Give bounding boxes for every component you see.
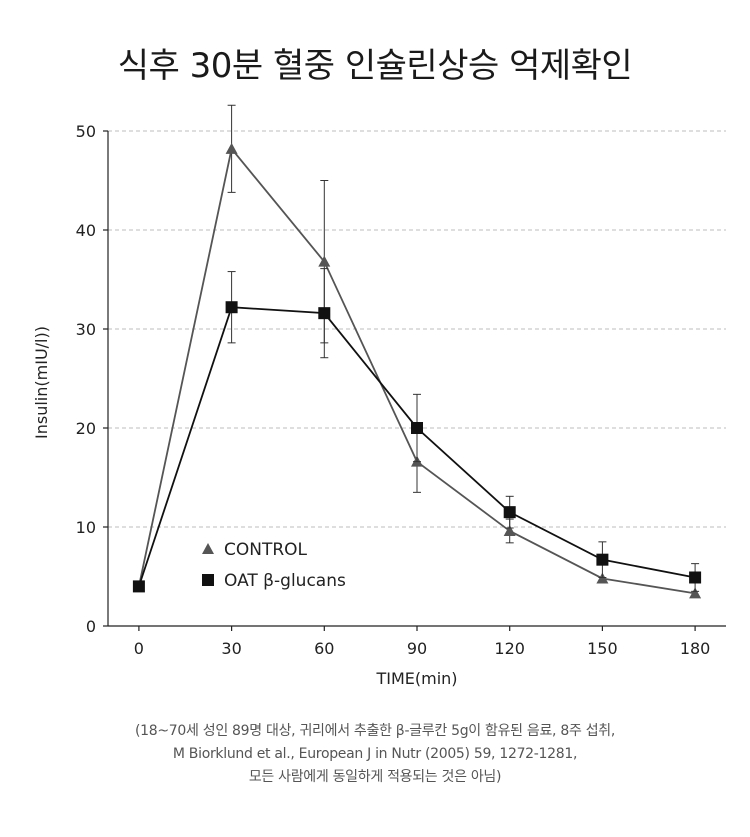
y-axis-title: Insulin(mIU/l)) bbox=[32, 326, 51, 439]
point-oat-beta-glucans-60 bbox=[318, 307, 331, 320]
chart-title: 식후 30분 혈중 인슐린상승 억제확인 bbox=[117, 46, 633, 86]
x-tick-label-90: 90 bbox=[407, 639, 427, 658]
point-oat-beta-glucans-30 bbox=[225, 301, 238, 314]
footnote-line-3: 모든 사람에게 동일하게 적용되는 것은 아님) bbox=[248, 769, 502, 785]
point-oat-beta-glucans-150 bbox=[596, 553, 609, 566]
y-tick-label-0: 0 bbox=[86, 617, 96, 636]
x-tick-label-0: 0 bbox=[134, 639, 144, 658]
y-tick-label-20: 20 bbox=[76, 419, 96, 438]
point-oat-beta-glucans-90 bbox=[411, 422, 423, 434]
point-control-180 bbox=[689, 587, 702, 599]
footnote-line-1: (18~70세 성인 89명 대상, 귀리에서 추출한 β-글루칸 5g이 함유… bbox=[134, 723, 616, 739]
legend-label-control: CONTROL bbox=[224, 540, 308, 560]
x-axis-title: TIME(min) bbox=[375, 669, 457, 688]
legend-label-oat-beta-glucans: OAT β-glucans bbox=[224, 571, 346, 591]
legend-marker-oat-beta-glucans bbox=[202, 574, 214, 586]
point-oat-beta-glucans-180 bbox=[689, 571, 702, 584]
footnote: (18~70세 성인 89명 대상, 귀리에서 추출한 β-글루칸 5g이 함유… bbox=[0, 720, 750, 789]
point-control-120 bbox=[503, 524, 516, 536]
point-control-30 bbox=[225, 142, 238, 154]
x-tick-label-60: 60 bbox=[314, 639, 334, 658]
legend-marker-control bbox=[202, 543, 214, 554]
x-tick-label-180: 180 bbox=[680, 639, 711, 658]
footnote-line-2: M Biorklund et al., European J in Nutr (… bbox=[172, 746, 578, 762]
y-tick-label-40: 40 bbox=[76, 221, 96, 240]
x-tick-label-30: 30 bbox=[221, 639, 241, 658]
x-tick-label-150: 150 bbox=[587, 639, 618, 658]
x-tick-label-120: 120 bbox=[494, 639, 525, 658]
point-oat-beta-glucans-120 bbox=[503, 506, 516, 519]
y-tick-label-50: 50 bbox=[76, 122, 96, 141]
point-control-60 bbox=[318, 255, 331, 267]
y-tick-label-10: 10 bbox=[76, 518, 96, 537]
insulin-line-chart: 0 10 20 30 40 50 0 30 60 90 120 150 180 TIME(min) Insu… bbox=[32, 104, 726, 688]
y-tick-label-30: 30 bbox=[76, 320, 96, 339]
point-oat-beta-glucans-0 bbox=[132, 580, 145, 593]
